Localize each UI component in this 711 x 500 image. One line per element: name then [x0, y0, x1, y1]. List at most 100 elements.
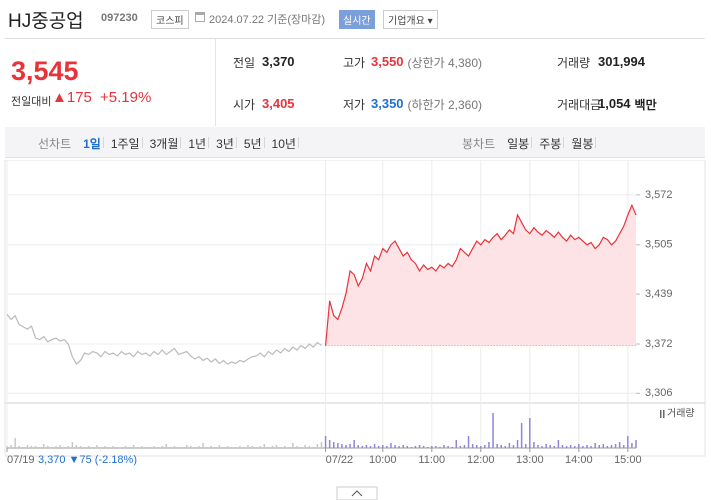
volume-bar	[341, 444, 343, 448]
chart-frame	[4, 160, 706, 457]
tab[interactable]: 1주일	[110, 137, 140, 151]
tab[interactable]: 주봉	[539, 137, 562, 151]
volume-bar	[26, 445, 29, 448]
volume-bar	[447, 446, 449, 448]
volume-bar	[537, 445, 539, 448]
y-tick-label: 3,505	[645, 239, 673, 251]
stat-unit: 백만	[634, 98, 657, 112]
x-tick-label: 10:00	[369, 454, 397, 466]
volume-bar	[590, 446, 592, 448]
tab-separator	[563, 137, 565, 148]
stat-note: (하한가 2,360)	[407, 98, 483, 112]
date-text: 2024.07.22	[209, 14, 265, 26]
stat-label: 고가	[343, 56, 366, 70]
volume-bar	[345, 445, 347, 448]
tab[interactable]: 일봉	[507, 137, 530, 151]
volume-bar	[259, 446, 261, 448]
stat-value: 1,054	[598, 96, 631, 111]
volume-bar	[520, 423, 523, 448]
volume-bar	[22, 447, 25, 448]
volume-bar	[622, 445, 625, 448]
volume-bar	[181, 447, 184, 448]
tab[interactable]: 5년	[243, 137, 262, 151]
volume-bar	[357, 445, 360, 448]
volume-bar	[618, 442, 621, 448]
tab-group-label: 선차트	[38, 137, 72, 151]
volume-bar	[504, 446, 507, 448]
stat-label: 전일	[233, 56, 256, 70]
volume-bar	[210, 446, 212, 448]
volume-bar	[104, 446, 106, 448]
volume-bar	[255, 447, 257, 448]
volume-bar	[394, 445, 396, 448]
tab[interactable]: 1일	[83, 137, 101, 151]
prev-day-change: 75	[79, 454, 91, 466]
volume-bar	[87, 446, 90, 448]
volume-bar	[239, 446, 241, 448]
volume-bar	[283, 446, 286, 448]
stat-value: 301,994	[598, 54, 645, 69]
volume-bar	[353, 440, 355, 448]
volume-bar	[406, 446, 409, 448]
volume-bar	[422, 446, 425, 448]
chart: 거래량 3,370 ▼75 (-2.18%) 3,306 3,372 3,439 3,…	[4, 160, 706, 500]
volume-bar	[541, 446, 543, 448]
volume-bar	[51, 447, 53, 448]
volume-bar	[63, 447, 65, 448]
volume-bar	[292, 443, 294, 448]
volume-bar	[382, 445, 384, 448]
volume-bar	[243, 447, 245, 448]
volume-bar	[10, 445, 12, 448]
tab-separator	[208, 137, 210, 148]
volume-bar	[190, 446, 192, 448]
volume-bar	[631, 443, 633, 448]
volume-bar	[157, 447, 159, 448]
volume-bar	[333, 442, 335, 448]
volume-bar	[38, 447, 41, 448]
tab-separator	[297, 137, 299, 148]
area	[325, 205, 636, 346]
volume-bar	[108, 447, 110, 448]
volume-bar	[435, 446, 437, 448]
tab[interactable]: 월봉	[571, 137, 594, 151]
overview-button[interactable]: 기업개요 ▾	[383, 10, 438, 29]
volume-bar	[173, 446, 176, 448]
volume-bar	[234, 447, 237, 448]
volume-bar	[500, 445, 502, 448]
tab[interactable]: 3년	[216, 137, 234, 151]
volume-bar	[202, 443, 204, 448]
volume-bar	[288, 447, 290, 448]
volume-bar	[267, 447, 270, 448]
volume-bar	[169, 447, 172, 448]
volume-bar	[480, 446, 482, 448]
volume-bar	[369, 446, 372, 448]
realtime-button[interactable]: 실시간	[339, 10, 375, 29]
volume-bar	[410, 447, 413, 448]
volume-bar	[116, 447, 119, 448]
volume-bar	[198, 446, 200, 448]
price: 3,545	[11, 56, 79, 86]
stock-code: 097230	[101, 12, 138, 24]
tab[interactable]: 10년	[271, 137, 296, 151]
calendar-icon	[195, 12, 205, 22]
volume-bar	[512, 445, 515, 448]
volume-bar	[279, 447, 282, 448]
volume-bar	[300, 447, 302, 448]
tab[interactable]: 3개월	[149, 137, 179, 151]
volume-bar	[492, 413, 494, 448]
tab-bar	[5, 127, 705, 158]
volume-bar	[71, 442, 74, 448]
volume-bar	[508, 443, 511, 448]
collapse-button[interactable]	[336, 486, 378, 500]
collapse-icon	[351, 490, 363, 497]
market-badge: 코스피	[151, 10, 189, 29]
volume-bar	[373, 444, 376, 448]
volume-bar	[92, 447, 94, 448]
stat-value: 3,550	[371, 54, 404, 69]
tab[interactable]: 1년	[188, 137, 207, 151]
volume-bar	[161, 446, 163, 448]
volume-bar	[561, 445, 564, 448]
x-tick-label: 13:00	[516, 454, 544, 466]
volume-bar	[484, 445, 486, 448]
